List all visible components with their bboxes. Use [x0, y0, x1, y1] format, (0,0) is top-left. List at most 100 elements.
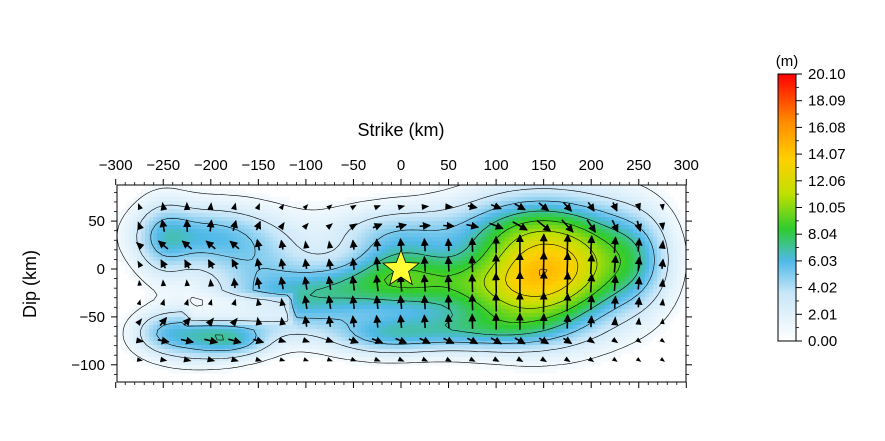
heatmap-cell [293, 209, 298, 214]
heatmap-cell [193, 253, 198, 258]
heatmap-cell [137, 309, 142, 314]
heatmap-cell [433, 241, 438, 246]
heatmap-cell [289, 293, 294, 298]
heatmap-cell [333, 205, 338, 210]
heatmap-cell [177, 341, 182, 346]
heatmap-cell [557, 289, 562, 294]
heatmap-cell [505, 185, 510, 190]
heatmap-cell [333, 337, 338, 342]
heatmap-cell [481, 233, 486, 238]
heatmap-cell [461, 297, 466, 302]
heatmap-cell [377, 233, 382, 238]
heatmap-cell [285, 209, 290, 214]
heatmap-cell [485, 233, 490, 238]
heatmap-cell [233, 289, 238, 294]
heatmap-cell [513, 365, 518, 370]
heatmap-cell [501, 313, 506, 318]
heatmap-cell [173, 237, 178, 242]
heatmap-cell [157, 269, 162, 274]
heatmap-cell [265, 333, 270, 338]
heatmap-cell [329, 209, 334, 214]
heatmap-cell [521, 273, 526, 278]
heatmap-cell [169, 205, 174, 210]
heatmap-cell [153, 253, 158, 258]
heatmap-cell [525, 289, 530, 294]
heatmap-cell [137, 229, 142, 234]
heatmap-cell [457, 289, 462, 294]
heatmap-cell [213, 217, 218, 222]
heatmap-cell [197, 189, 202, 194]
heatmap-cell [217, 197, 222, 202]
heatmap-cell [481, 333, 486, 338]
heatmap-cell [285, 213, 290, 218]
heatmap-cell [477, 297, 482, 302]
heatmap-cell [553, 353, 558, 358]
heatmap-cell [229, 253, 234, 258]
heatmap-cell [401, 229, 406, 234]
heatmap-cell [477, 265, 482, 270]
heatmap-cell [309, 269, 314, 274]
heatmap-cell [509, 329, 514, 334]
heatmap-cell [273, 345, 278, 350]
heatmap-cell [165, 325, 170, 330]
heatmap-cell [453, 309, 458, 314]
heatmap-cell [181, 193, 186, 198]
heatmap-cell [289, 229, 294, 234]
heatmap-cell [561, 221, 566, 226]
heatmap-cell [389, 221, 394, 226]
heatmap-cell [521, 217, 526, 222]
heatmap-cell [473, 301, 478, 306]
heatmap-cell [233, 269, 238, 274]
heatmap-cell [361, 217, 366, 222]
heatmap-cell [489, 245, 494, 250]
heatmap-cell [357, 305, 362, 310]
heatmap-cell [313, 261, 318, 266]
heatmap-cell [453, 189, 458, 194]
heatmap-cell [437, 193, 442, 198]
heatmap-cell [441, 249, 446, 254]
heatmap-cell [269, 257, 274, 262]
heatmap-cell [429, 353, 434, 358]
heatmap-cell [561, 293, 566, 298]
heatmap-cell [221, 221, 226, 226]
heatmap-cell [425, 353, 430, 358]
heatmap-cell [553, 341, 558, 346]
heatmap-cell [225, 313, 230, 318]
heatmap-cell [309, 309, 314, 314]
heatmap-cell [441, 253, 446, 258]
heatmap-cell [561, 257, 566, 262]
heatmap-cell [337, 317, 342, 322]
heatmap-cell [397, 197, 402, 202]
heatmap-cell [525, 345, 530, 350]
heatmap-cell [181, 205, 186, 210]
heatmap-cell [461, 201, 466, 206]
heatmap-cell [489, 361, 494, 366]
heatmap-cell [437, 297, 442, 302]
heatmap-cell [477, 357, 482, 362]
heatmap-cell [369, 337, 374, 342]
heatmap-cell [225, 333, 230, 338]
heatmap-cell [513, 309, 518, 314]
heatmap-cell [477, 305, 482, 310]
heatmap-cell [141, 209, 146, 214]
heatmap-cell [381, 297, 386, 302]
heatmap-cell [377, 265, 382, 270]
heatmap-cell [369, 277, 374, 282]
heatmap-cell [133, 313, 138, 318]
heatmap-cell [149, 229, 154, 234]
heatmap-cell [509, 249, 514, 254]
heatmap-cell [285, 321, 290, 326]
heatmap-cell [549, 329, 554, 334]
heatmap-cell [417, 313, 422, 318]
heatmap-cell [377, 353, 382, 358]
heatmap-cell [241, 217, 246, 222]
heatmap-cell [437, 185, 442, 190]
heatmap-cell [569, 241, 574, 246]
heatmap-cell [277, 201, 282, 206]
heatmap-cell [289, 341, 294, 346]
heatmap-cell [141, 309, 146, 314]
heatmap-cell [529, 193, 534, 198]
heatmap-cell [449, 325, 454, 330]
heatmap-cell [569, 253, 574, 258]
heatmap-cell [501, 189, 506, 194]
